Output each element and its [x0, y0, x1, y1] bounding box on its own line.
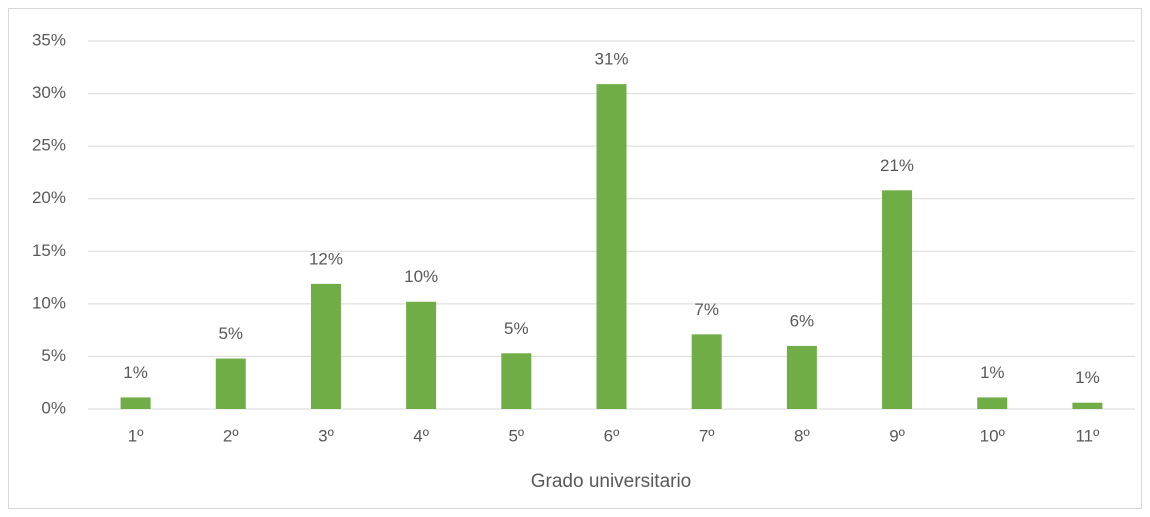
x-tick-label: 9º	[889, 426, 905, 445]
y-tick-label: 10%	[32, 293, 66, 312]
chart-border	[8, 8, 1142, 509]
bar	[310, 283, 341, 409]
x-tick-label: 10º	[980, 426, 1005, 445]
y-tick-label: 0%	[41, 398, 66, 417]
data-label: 21%	[880, 156, 914, 175]
data-label: 12%	[309, 249, 343, 268]
data-label: 31%	[594, 50, 628, 69]
y-tick-label: 25%	[32, 136, 66, 155]
data-label: 5%	[218, 324, 243, 343]
data-label: 10%	[404, 267, 438, 286]
y-tick-label: 35%	[32, 30, 66, 49]
x-tick-label: 1º	[128, 426, 144, 445]
x-tick-label: 6º	[604, 426, 620, 445]
x-tick-label: 7º	[699, 426, 715, 445]
data-label: 7%	[694, 300, 719, 319]
data-label: 1%	[1075, 368, 1100, 387]
bar	[786, 345, 817, 409]
bar	[977, 397, 1008, 409]
bar	[691, 334, 722, 409]
data-label: 6%	[790, 311, 815, 330]
bar	[882, 190, 913, 409]
bar	[1072, 402, 1103, 409]
bar	[215, 358, 246, 409]
bar	[596, 84, 627, 409]
bar	[406, 301, 437, 409]
x-tick-label: 5º	[508, 426, 524, 445]
bar	[120, 397, 151, 409]
data-label: 5%	[504, 319, 529, 338]
data-label: 1%	[123, 363, 148, 382]
x-tick-label: 2º	[223, 426, 239, 445]
x-axis-label: Grado universitario	[531, 471, 692, 492]
y-tick-label: 5%	[41, 346, 66, 365]
x-tick-label: 11º	[1075, 426, 1099, 445]
y-tick-label: 15%	[32, 241, 66, 260]
y-tick-label: 20%	[32, 188, 66, 207]
bar	[501, 353, 532, 409]
x-tick-label: 8º	[794, 426, 810, 445]
x-tick-label: 4º	[413, 426, 429, 445]
y-tick-label: 30%	[32, 83, 66, 102]
data-label: 1%	[980, 363, 1005, 382]
x-tick-label: 3º	[318, 426, 334, 445]
